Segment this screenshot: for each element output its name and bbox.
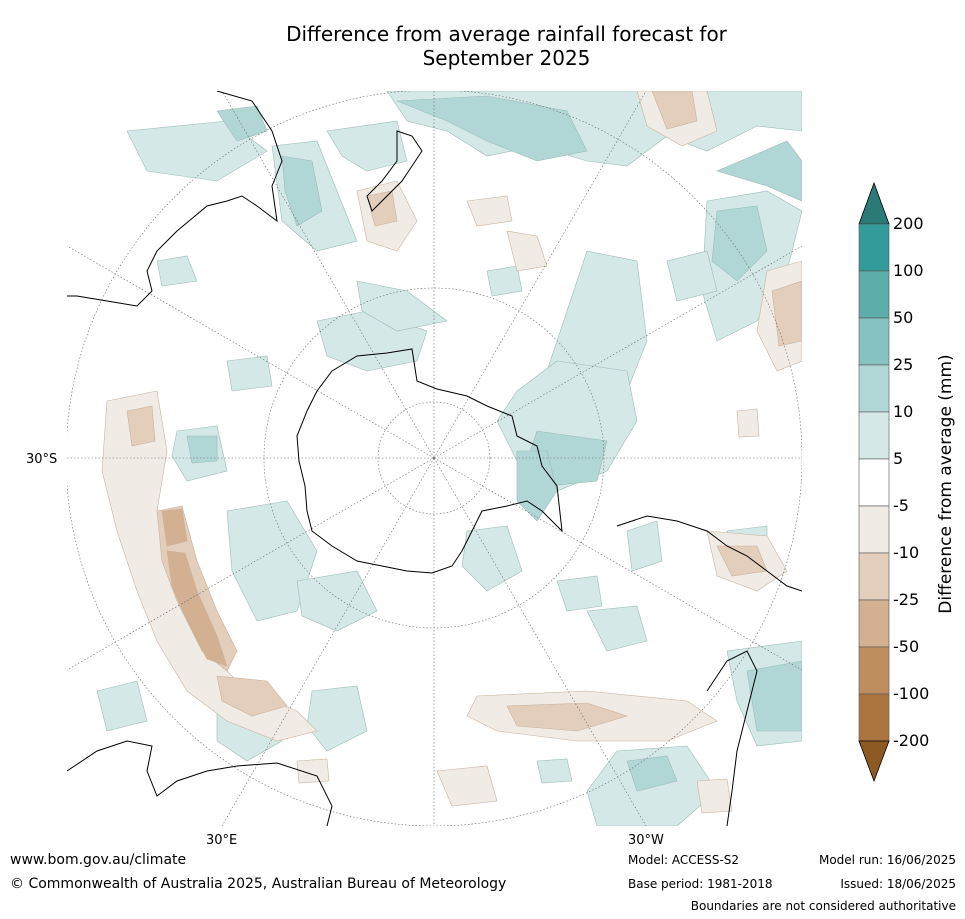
footer-issued: Issued: 18/06/2025	[840, 877, 956, 891]
wet-anomalies	[96, 91, 802, 826]
colorbar-tick-label: -50	[893, 637, 920, 656]
colorbar-tick-label: 25	[893, 355, 914, 374]
australia-coast	[67, 91, 283, 307]
colorbar-tick-label: 200	[893, 214, 924, 233]
colorbar-title: Difference from average (mm)	[936, 354, 956, 614]
coastlines	[67, 91, 802, 826]
new-zealand-coast	[366, 130, 423, 212]
colorbar-tick-label: -100	[893, 684, 930, 703]
footer-copyright: © Commonwealth of Australia 2025, Austra…	[10, 876, 507, 892]
africa-coast	[67, 740, 333, 826]
title-line-1: Difference from average rainfall forecas…	[286, 22, 727, 46]
colorbar-band	[858, 411, 890, 460]
map-title: Difference from average rainfall forecas…	[0, 22, 965, 70]
footer-disclaimer: Boundaries are not considered authoritat…	[690, 899, 956, 913]
colorbar-band	[858, 552, 890, 601]
footer-model-run: Model run: 16/06/2025	[818, 853, 956, 867]
title-line-2: September 2025	[422, 46, 591, 70]
lon-label-30e: 30°E	[206, 833, 238, 848]
colorbar	[858, 182, 890, 782]
colorbar-over-triangle	[858, 182, 890, 225]
colorbar-band	[858, 317, 890, 366]
colorbar-band	[858, 599, 890, 648]
lat-label-30s: 30°S	[26, 452, 58, 467]
colorbar-band	[858, 458, 890, 507]
colorbar-tick-label: 50	[893, 308, 914, 327]
south-america-coast	[616, 515, 802, 592]
colorbar-tick-label: -200	[893, 731, 930, 750]
colorbar-tick-label: 5	[893, 449, 904, 468]
lon-label-30w: 30°W	[628, 833, 664, 848]
colorbar-tick-label: -5	[893, 496, 909, 515]
colorbar-tick-label: 100	[893, 261, 924, 280]
colorbar-band	[858, 364, 890, 413]
colorbar-band	[858, 693, 890, 742]
colorbar-band	[858, 505, 890, 554]
colorbar-tick-label: -10	[893, 543, 920, 562]
colorbar-band	[858, 223, 890, 272]
footer-website: www.bom.gov.au/climate	[10, 852, 187, 868]
rainfall-map	[67, 91, 802, 826]
colorbar-tick-label: -25	[893, 590, 920, 609]
south-america-east-coast	[706, 650, 758, 826]
map-svg	[67, 91, 802, 826]
antarctica-coast	[296, 348, 563, 574]
colorbar-band	[858, 270, 890, 319]
colorbar-tick-label: 10	[893, 402, 914, 421]
footer-model: Model: ACCESS-S2	[628, 853, 740, 867]
colorbar-under-triangle	[858, 740, 890, 782]
dry-anomalies	[101, 91, 802, 814]
colorbar-band	[858, 646, 890, 695]
footer-base-period: Base period: 1981-2018	[628, 877, 773, 891]
